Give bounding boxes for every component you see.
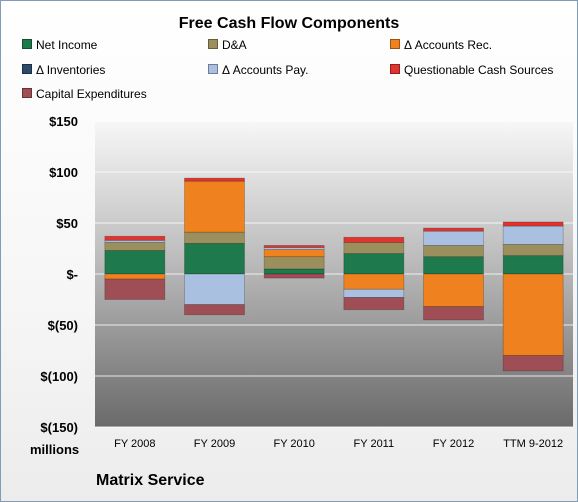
bar-group	[104, 177, 564, 372]
x-tick-label: FY 2012	[433, 438, 474, 450]
legend-item-d-and-a: D&A	[208, 38, 247, 52]
bar-segment	[263, 268, 325, 275]
legend-swatch-inventories	[22, 64, 32, 74]
legend-swatch-d-and-a	[208, 39, 218, 49]
legend-item-accounts-rec: Δ Accounts Rec.	[390, 38, 492, 52]
company-name: Matrix Service	[96, 472, 205, 489]
bar-segment	[423, 256, 484, 275]
bar-segment	[502, 273, 564, 356]
bar-segment	[263, 245, 325, 248]
legend-label-d-and-a: D&A	[222, 38, 247, 52]
bar-segment	[184, 273, 245, 306]
bar-segment	[263, 273, 325, 279]
y-tick-label: $(100)	[40, 369, 78, 384]
x-axis-ticks: FY 2008 FY 2009 FY 2010 FY 2011 FY 2012 TTM 9…	[114, 438, 563, 450]
bar-segment	[263, 256, 325, 270]
legend-item-capex: Capital Expenditures	[22, 87, 147, 101]
legend-label-accounts-pay: Δ Accounts Pay.	[222, 63, 309, 77]
bar-segment	[184, 304, 245, 316]
bar-segment	[184, 180, 245, 233]
bar-segment	[423, 306, 484, 321]
legend-swatch-capex	[22, 88, 32, 98]
units-label: millions	[30, 442, 80, 457]
bar-segment	[423, 273, 484, 308]
bar-segment	[502, 244, 564, 257]
legend-item-inventories: Δ Inventories	[22, 63, 105, 77]
bar-segment	[104, 273, 166, 280]
x-tick-label: FY 2009	[194, 438, 235, 450]
legend-item-questionable-cash: Questionable Cash Sources	[390, 63, 553, 77]
bar-segment	[104, 235, 166, 241]
legend-item-accounts-pay: Δ Accounts Pay.	[208, 63, 309, 77]
y-tick-label: $150	[49, 114, 78, 129]
bar-segment	[502, 221, 564, 227]
legend-label-capex: Capital Expenditures	[36, 87, 147, 101]
bar-segment	[502, 355, 564, 372]
legend-label-questionable-cash: Questionable Cash Sources	[404, 63, 554, 77]
bar-segment	[184, 177, 245, 182]
bar-segment	[423, 230, 484, 246]
bar-segment	[104, 241, 166, 251]
bar-segment	[104, 278, 166, 300]
x-tick-label: FY 2008	[114, 438, 155, 450]
bar-segment	[343, 241, 405, 255]
x-tick-label: FY 2010	[273, 438, 314, 450]
y-tick-label: $100	[49, 165, 78, 180]
bar-segment	[343, 288, 405, 298]
bar-segment	[184, 242, 245, 275]
legend-item-net-income: Net Income	[22, 38, 97, 52]
y-tick-label: $(50)	[48, 318, 78, 333]
bar-segment	[502, 255, 564, 275]
x-tick-label: TTM 9-2012	[503, 438, 563, 450]
legend-swatch-questionable-cash	[390, 64, 400, 74]
bar-segment	[423, 245, 484, 258]
bar-segment	[423, 227, 484, 232]
chart-title: Free Cash Flow Components	[178, 15, 400, 32]
legend-swatch-net-income	[22, 39, 32, 49]
legend-label-accounts-rec: Δ Accounts Rec.	[404, 38, 493, 52]
legend-swatch-accounts-rec	[390, 39, 400, 49]
bar-segment	[184, 231, 245, 244]
x-tick-label: FY 2011	[354, 438, 395, 450]
legend-label-net-income: Net Income	[36, 38, 98, 52]
bar-segment	[343, 297, 405, 311]
bar-segment	[343, 236, 405, 243]
y-tick-label: $50	[56, 216, 78, 231]
bar-segment	[343, 253, 405, 275]
y-axis-ticks: $150 $100 $50 $- $(50) $(100) $(150)	[40, 114, 78, 435]
y-tick-label: $-	[66, 267, 78, 282]
legend-label-inventories: Δ Inventories	[36, 63, 106, 77]
legend-swatch-accounts-pay	[208, 64, 218, 74]
bar-segment	[502, 225, 564, 245]
bar-segment	[263, 249, 325, 258]
bar-segment	[343, 273, 405, 290]
bar-segment	[104, 250, 166, 275]
y-tick-label: $(150)	[40, 420, 78, 435]
gridlines	[95, 120, 573, 428]
